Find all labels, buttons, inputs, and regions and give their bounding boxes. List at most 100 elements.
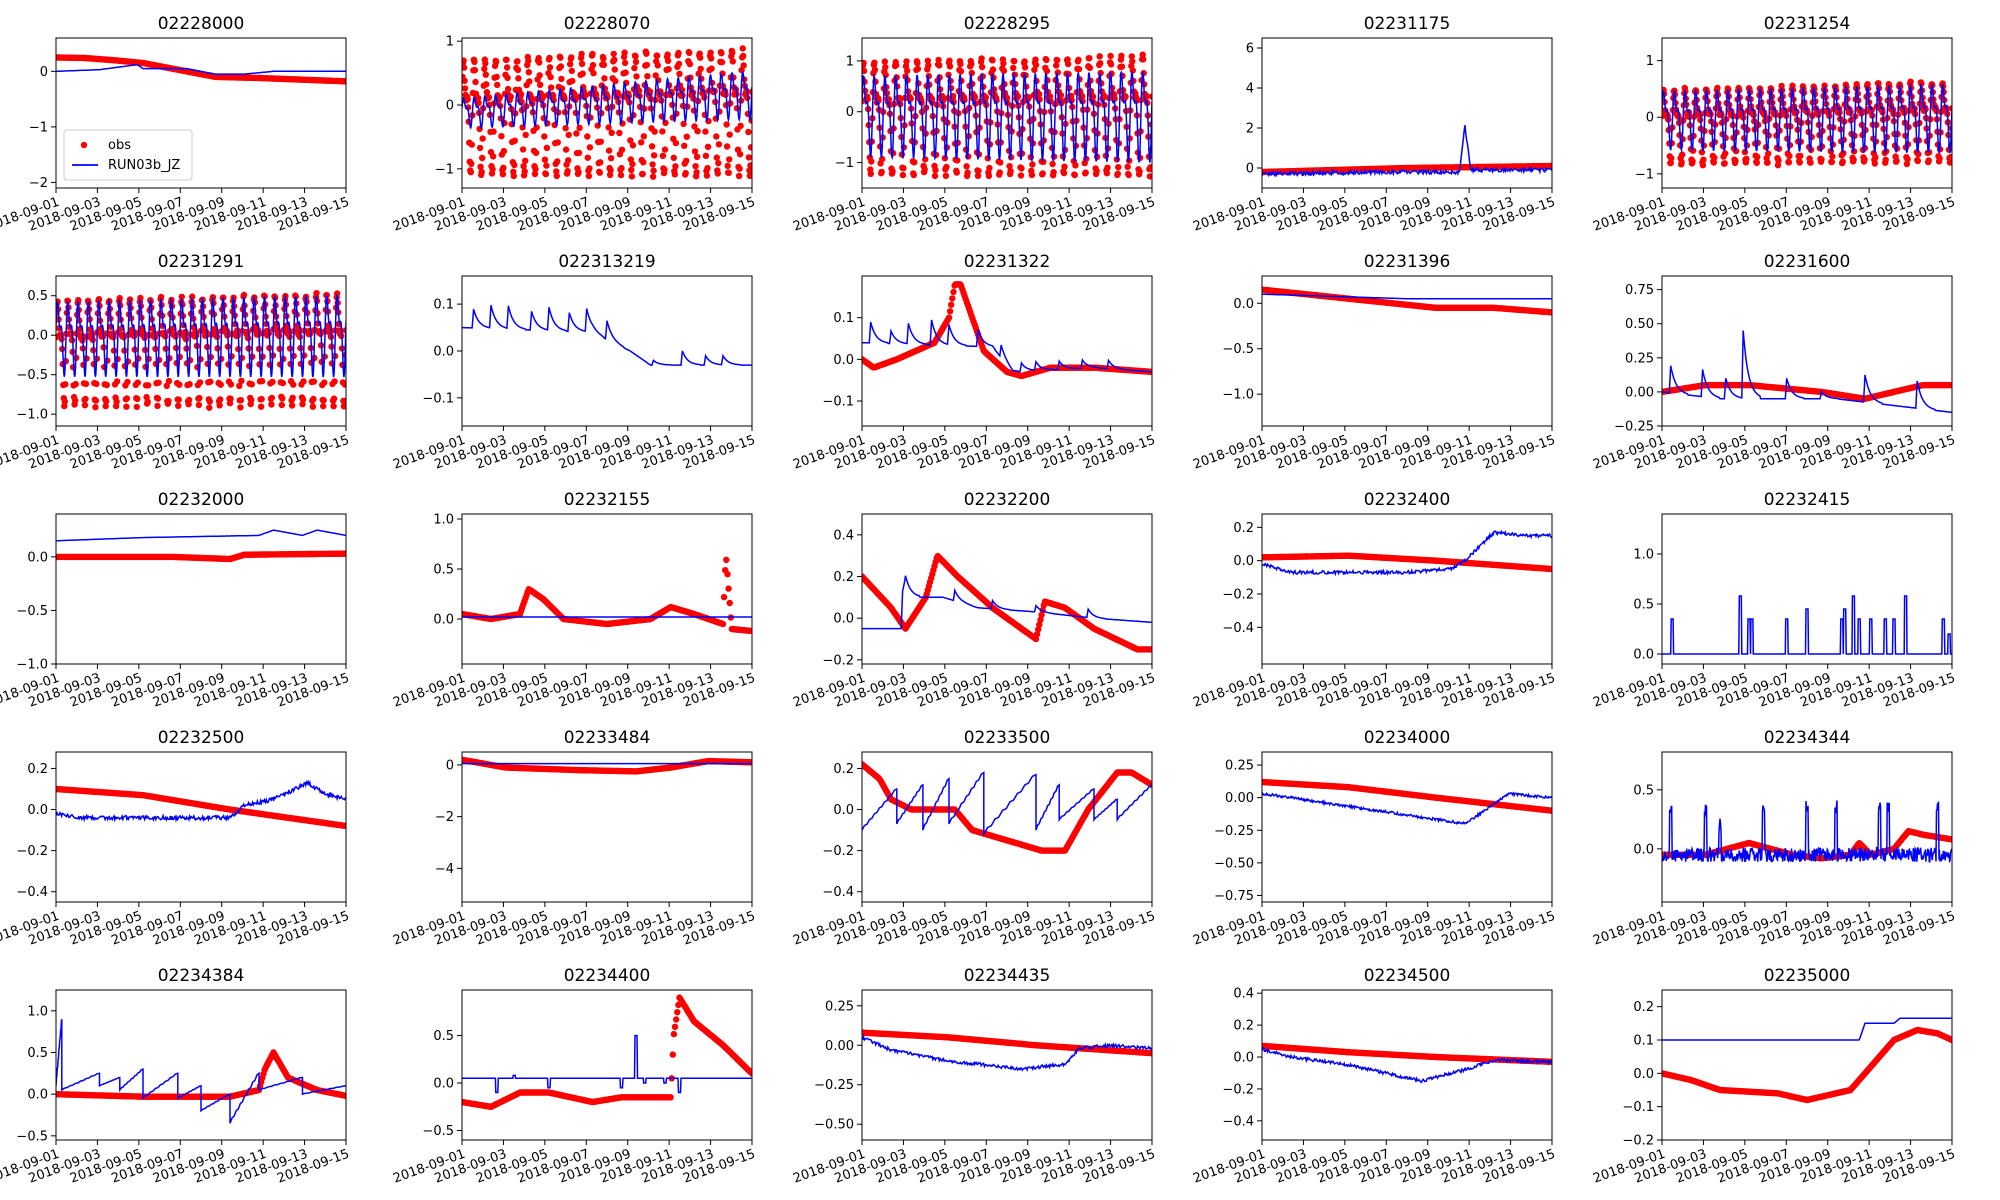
subplot-02232200: 022322000.40.20.0−0.22018-09-012018-09-0… <box>791 490 1157 711</box>
obs-series <box>862 552 1152 653</box>
obs-point <box>725 169 732 176</box>
axes-frame <box>1261 37 1553 189</box>
obs-point <box>713 133 720 140</box>
obs-point <box>1114 170 1122 177</box>
obs-point <box>507 93 514 100</box>
obs-point <box>964 169 971 176</box>
model-series-line <box>56 292 346 378</box>
y-tick-label: −0.1 <box>822 395 854 410</box>
obs-point <box>746 172 752 179</box>
obs-point <box>1743 155 1750 163</box>
obs-point <box>707 55 715 62</box>
axes-frame <box>55 513 347 665</box>
obs-point <box>75 296 82 304</box>
obs-point <box>936 62 943 69</box>
obs-point <box>745 128 752 136</box>
obs-point <box>1796 159 1804 166</box>
y-tick-label: 0.50 <box>1625 317 1654 332</box>
obs-point <box>1700 156 1707 163</box>
obs-point <box>116 294 123 302</box>
y-tick-label: 0.0 <box>27 550 48 565</box>
obs-point <box>1785 159 1793 166</box>
obs-point <box>1714 84 1721 92</box>
obs-series <box>1262 552 1552 573</box>
obs-point <box>321 379 328 386</box>
obs-point <box>605 147 613 154</box>
obs-point <box>638 139 645 146</box>
obs-point <box>986 164 993 172</box>
subplot-02232400: 022324000.20.0−0.2−0.42018-09-012018-09-… <box>1191 490 1557 711</box>
obs-point <box>1753 159 1761 166</box>
obs-point <box>72 397 79 404</box>
obs-point <box>462 57 467 64</box>
y-tick-label: 0.0 <box>1233 554 1254 569</box>
plot-area <box>462 305 752 366</box>
subplot-title: 022313219 <box>558 252 655 272</box>
obs-point <box>479 135 486 142</box>
obs-point <box>718 59 726 66</box>
obs-point <box>541 133 548 140</box>
y-tick-label: 0.0 <box>433 613 454 628</box>
obs-point <box>196 394 203 402</box>
obs-point <box>1072 162 1079 169</box>
axes-frame <box>55 275 347 427</box>
obs-point <box>547 73 554 81</box>
obs-point <box>654 62 661 69</box>
obs-point <box>525 57 532 65</box>
obs-point <box>1786 152 1793 160</box>
obs-point <box>729 49 736 56</box>
axes-frame <box>861 513 1153 665</box>
obs-point <box>123 395 131 402</box>
obs-point <box>590 70 597 77</box>
y-tick-label: 1 <box>846 54 854 69</box>
obs-point <box>910 171 917 179</box>
plot-area <box>1262 286 1552 316</box>
obs-series <box>1662 78 1952 169</box>
obs-point <box>478 168 485 176</box>
subplot-title: 02231322 <box>964 252 1051 272</box>
model-series-line <box>56 529 346 542</box>
obs-point <box>607 155 615 162</box>
obs-point <box>310 378 318 385</box>
obs-point <box>206 398 213 405</box>
y-tick-label: −1.0 <box>1222 388 1254 403</box>
obs-point <box>1053 62 1060 69</box>
obs-point <box>481 65 488 73</box>
obs-point <box>490 128 497 135</box>
obs-point <box>1039 170 1046 177</box>
obs-point <box>320 402 327 410</box>
obs-point <box>974 172 982 179</box>
obs-point <box>569 77 576 85</box>
obs-point <box>1147 164 1152 171</box>
obs-point <box>735 172 743 180</box>
obs-point <box>494 81 501 89</box>
obs-point <box>715 159 722 167</box>
obs-point <box>137 294 144 302</box>
y-tick-label: 0.0 <box>833 612 854 627</box>
plot-area <box>862 552 1152 653</box>
obs-point <box>157 293 165 301</box>
obs-point <box>664 51 671 58</box>
obs-point <box>541 156 549 163</box>
obs-point <box>567 60 574 68</box>
obs-point <box>612 77 619 85</box>
obs-point <box>659 152 667 159</box>
obs-point <box>209 294 217 301</box>
obs-point <box>600 61 608 68</box>
obs-point <box>565 131 572 139</box>
obs-point <box>176 381 183 388</box>
obs-point <box>1028 171 1036 179</box>
obs-point <box>103 381 111 389</box>
obs-point <box>584 154 591 161</box>
subplot-02228295: 0222829510−12018-09-012018-09-032018-09-… <box>791 14 1157 235</box>
obs-point <box>568 67 575 75</box>
obs-point <box>1086 55 1093 62</box>
obs-point <box>196 379 204 386</box>
obs-point <box>997 159 1004 166</box>
obs-point <box>537 81 544 89</box>
obs-point <box>95 296 103 303</box>
obs-point <box>1915 151 1922 158</box>
obs-point <box>631 64 638 72</box>
model-series-line <box>1662 82 1952 155</box>
obs-point <box>72 380 79 388</box>
